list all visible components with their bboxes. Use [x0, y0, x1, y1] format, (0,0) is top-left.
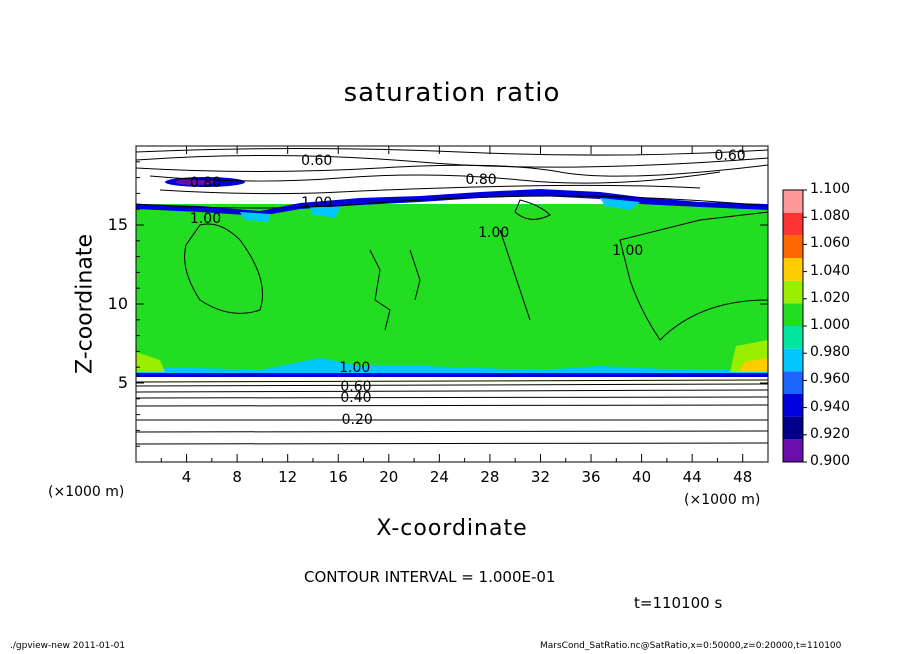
chart-title: saturation ratio — [343, 78, 561, 108]
colorbar-label: 1.020 — [810, 289, 851, 306]
x-tick-label: 8 — [232, 468, 242, 486]
contour-label: 0.80 — [465, 171, 497, 188]
field-cyan-bottom — [136, 358, 768, 376]
x-tick-label: 44 — [682, 468, 702, 486]
colorbar-swatch — [783, 394, 803, 417]
contour-label: 1.00 — [478, 225, 510, 242]
colorbar-label: 1.100 — [810, 181, 851, 197]
x-axis-unit: (×1000 m) — [684, 492, 761, 508]
colorbar-label: 0.920 — [810, 425, 851, 442]
saturation-field — [136, 177, 768, 377]
contour-label: 1.00 — [189, 211, 222, 228]
colorbar-swatch — [783, 258, 803, 281]
field-cyan-patches — [240, 198, 640, 222]
y-tick-label: 15 — [107, 215, 128, 234]
y-axis-title: Z-coordinate — [72, 234, 98, 374]
colorbar-label: 0.980 — [810, 344, 851, 361]
colorbar-label: 1.000 — [810, 317, 851, 333]
colorbar-swatch — [783, 303, 803, 326]
footer-right: MarsCond_SatRatio.nc@SatRatio,x=0:50000,… — [540, 641, 842, 651]
colorbar-swatch — [783, 348, 803, 372]
colorbar — [782, 189, 807, 463]
contour-label: 0.60 — [714, 148, 746, 165]
x-tick-label: 48 — [733, 468, 753, 486]
x-ticks — [160, 146, 744, 462]
colorbar-swatch — [783, 235, 803, 258]
field-blue-band-top — [136, 189, 768, 216]
x-axis-title: X-coordinate — [376, 516, 528, 541]
footer-left: ./gpview-new 2011-01-01 — [10, 641, 126, 651]
field-blue-bottom — [136, 373, 768, 377]
y-tick-label: 10 — [107, 294, 128, 313]
colorbar-label: 1.040 — [810, 262, 851, 279]
x-tick-label: 40 — [632, 468, 652, 486]
contour-label: 1.00 — [339, 359, 371, 376]
contour-label: 0.40 — [340, 389, 372, 406]
colorbar-label: 1.060 — [810, 235, 851, 252]
colorbar-swatch — [783, 280, 803, 304]
field-cloud-top-core — [175, 179, 215, 185]
colorbar-swatch — [783, 439, 803, 462]
colorbar-label: 0.940 — [810, 398, 851, 415]
x-tick-label: 36 — [581, 468, 601, 486]
field-green — [136, 204, 768, 374]
colorbar-label: 0.960 — [810, 371, 851, 388]
contour-label: 0.20 — [341, 411, 373, 428]
x-tick-label: 20 — [379, 468, 399, 486]
y-tick-label: 5 — [117, 373, 128, 392]
contour-label: 0.80 — [189, 174, 222, 191]
contour-lines — [136, 148, 768, 445]
contour-label: 0.60 — [301, 152, 333, 169]
y-ticks — [136, 161, 768, 447]
x-tick-label: 24 — [429, 468, 449, 486]
x-tick-label: 12 — [278, 468, 298, 486]
field-orange-edge — [740, 358, 768, 372]
y-axis-unit: (×1000 m) — [48, 484, 125, 500]
x-tick-label: 28 — [480, 468, 500, 486]
colorbar-swatch — [783, 416, 803, 440]
colorbar-swatch — [783, 212, 803, 236]
colorbar-label: 0.900 — [810, 453, 851, 469]
colorbar-label: 1.080 — [810, 208, 851, 225]
contour-label: 1.00 — [301, 195, 333, 212]
contour-interval-text: CONTOUR INTERVAL = 1.000E-01 — [304, 568, 556, 586]
colorbar-swatch — [783, 371, 803, 394]
contour-label: 0.60 — [340, 378, 372, 395]
colorbar-swatch — [783, 190, 803, 213]
x-tick-label: 4 — [181, 468, 192, 486]
colorbar-swatch — [783, 326, 803, 349]
x-tick-label: 32 — [530, 468, 551, 486]
x-tick-label: 16 — [328, 468, 348, 486]
time-label: t=110100 s — [634, 594, 723, 612]
contour-label: 1.00 — [612, 242, 644, 259]
